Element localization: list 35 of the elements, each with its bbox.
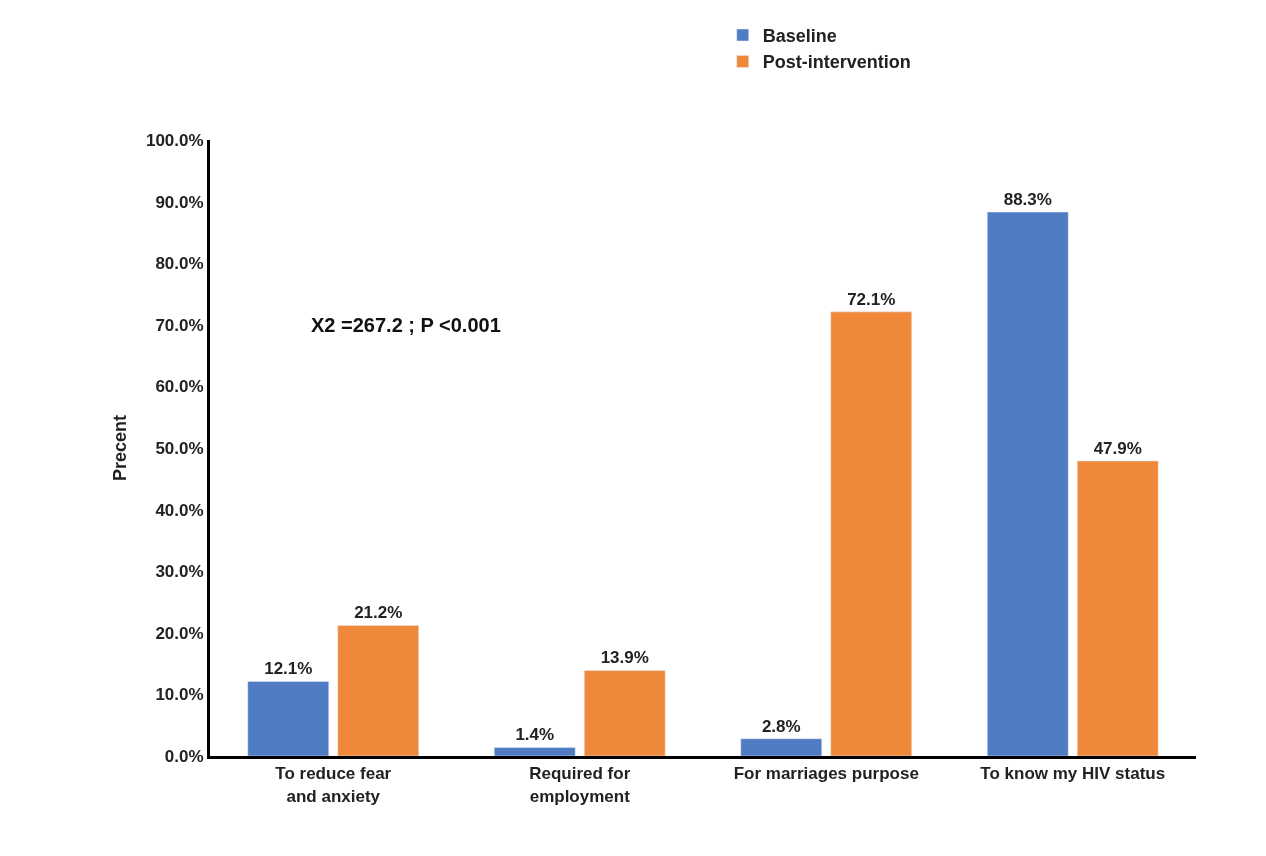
x-tick-label: To reduce fear and anxiety: [275, 764, 392, 806]
bar: [830, 311, 912, 756]
bar: [337, 625, 419, 756]
x-tick-label: For marriages purpose: [733, 764, 919, 784]
data-label: 21.2%: [354, 603, 403, 623]
data-label: 2.8%: [761, 716, 801, 736]
x-tick-label: Required for employment: [529, 764, 631, 806]
legend-label: Baseline: [762, 26, 837, 47]
y-tick-label: 30.0%: [155, 562, 204, 582]
data-label: 1.4%: [515, 725, 555, 745]
y-tick-label: 80.0%: [155, 254, 204, 274]
legend-label: Post-intervention: [762, 52, 911, 73]
y-tick-label: 20.0%: [155, 623, 204, 643]
bar: [247, 681, 329, 756]
y-tick-label: 90.0%: [155, 192, 204, 212]
y-axis-title: Precent: [110, 414, 131, 482]
y-tick-label: 60.0%: [155, 377, 204, 397]
data-label: 13.9%: [600, 648, 649, 668]
annotation: X2 =267.2 ; P <0.001: [311, 314, 501, 336]
y-tick-label: 100.0%: [145, 130, 204, 150]
bar: [987, 211, 1069, 756]
data-label: 12.1%: [264, 659, 313, 679]
y-tick-label: 10.0%: [155, 685, 204, 705]
data-label: 72.1%: [847, 289, 896, 309]
x-tick-label: To know my HIV status: [980, 764, 1166, 784]
y-tick-label: 40.0%: [155, 500, 204, 520]
bar: [740, 738, 822, 756]
data-label: 88.3%: [1003, 190, 1052, 210]
bar: [584, 670, 666, 756]
bar: [494, 747, 576, 756]
data-label: 47.9%: [1093, 438, 1142, 458]
y-tick-label: 70.0%: [155, 315, 204, 335]
y-tick-label: 0.0%: [164, 746, 204, 766]
y-tick-label: 50.0%: [155, 438, 204, 458]
bar: [1077, 460, 1159, 756]
